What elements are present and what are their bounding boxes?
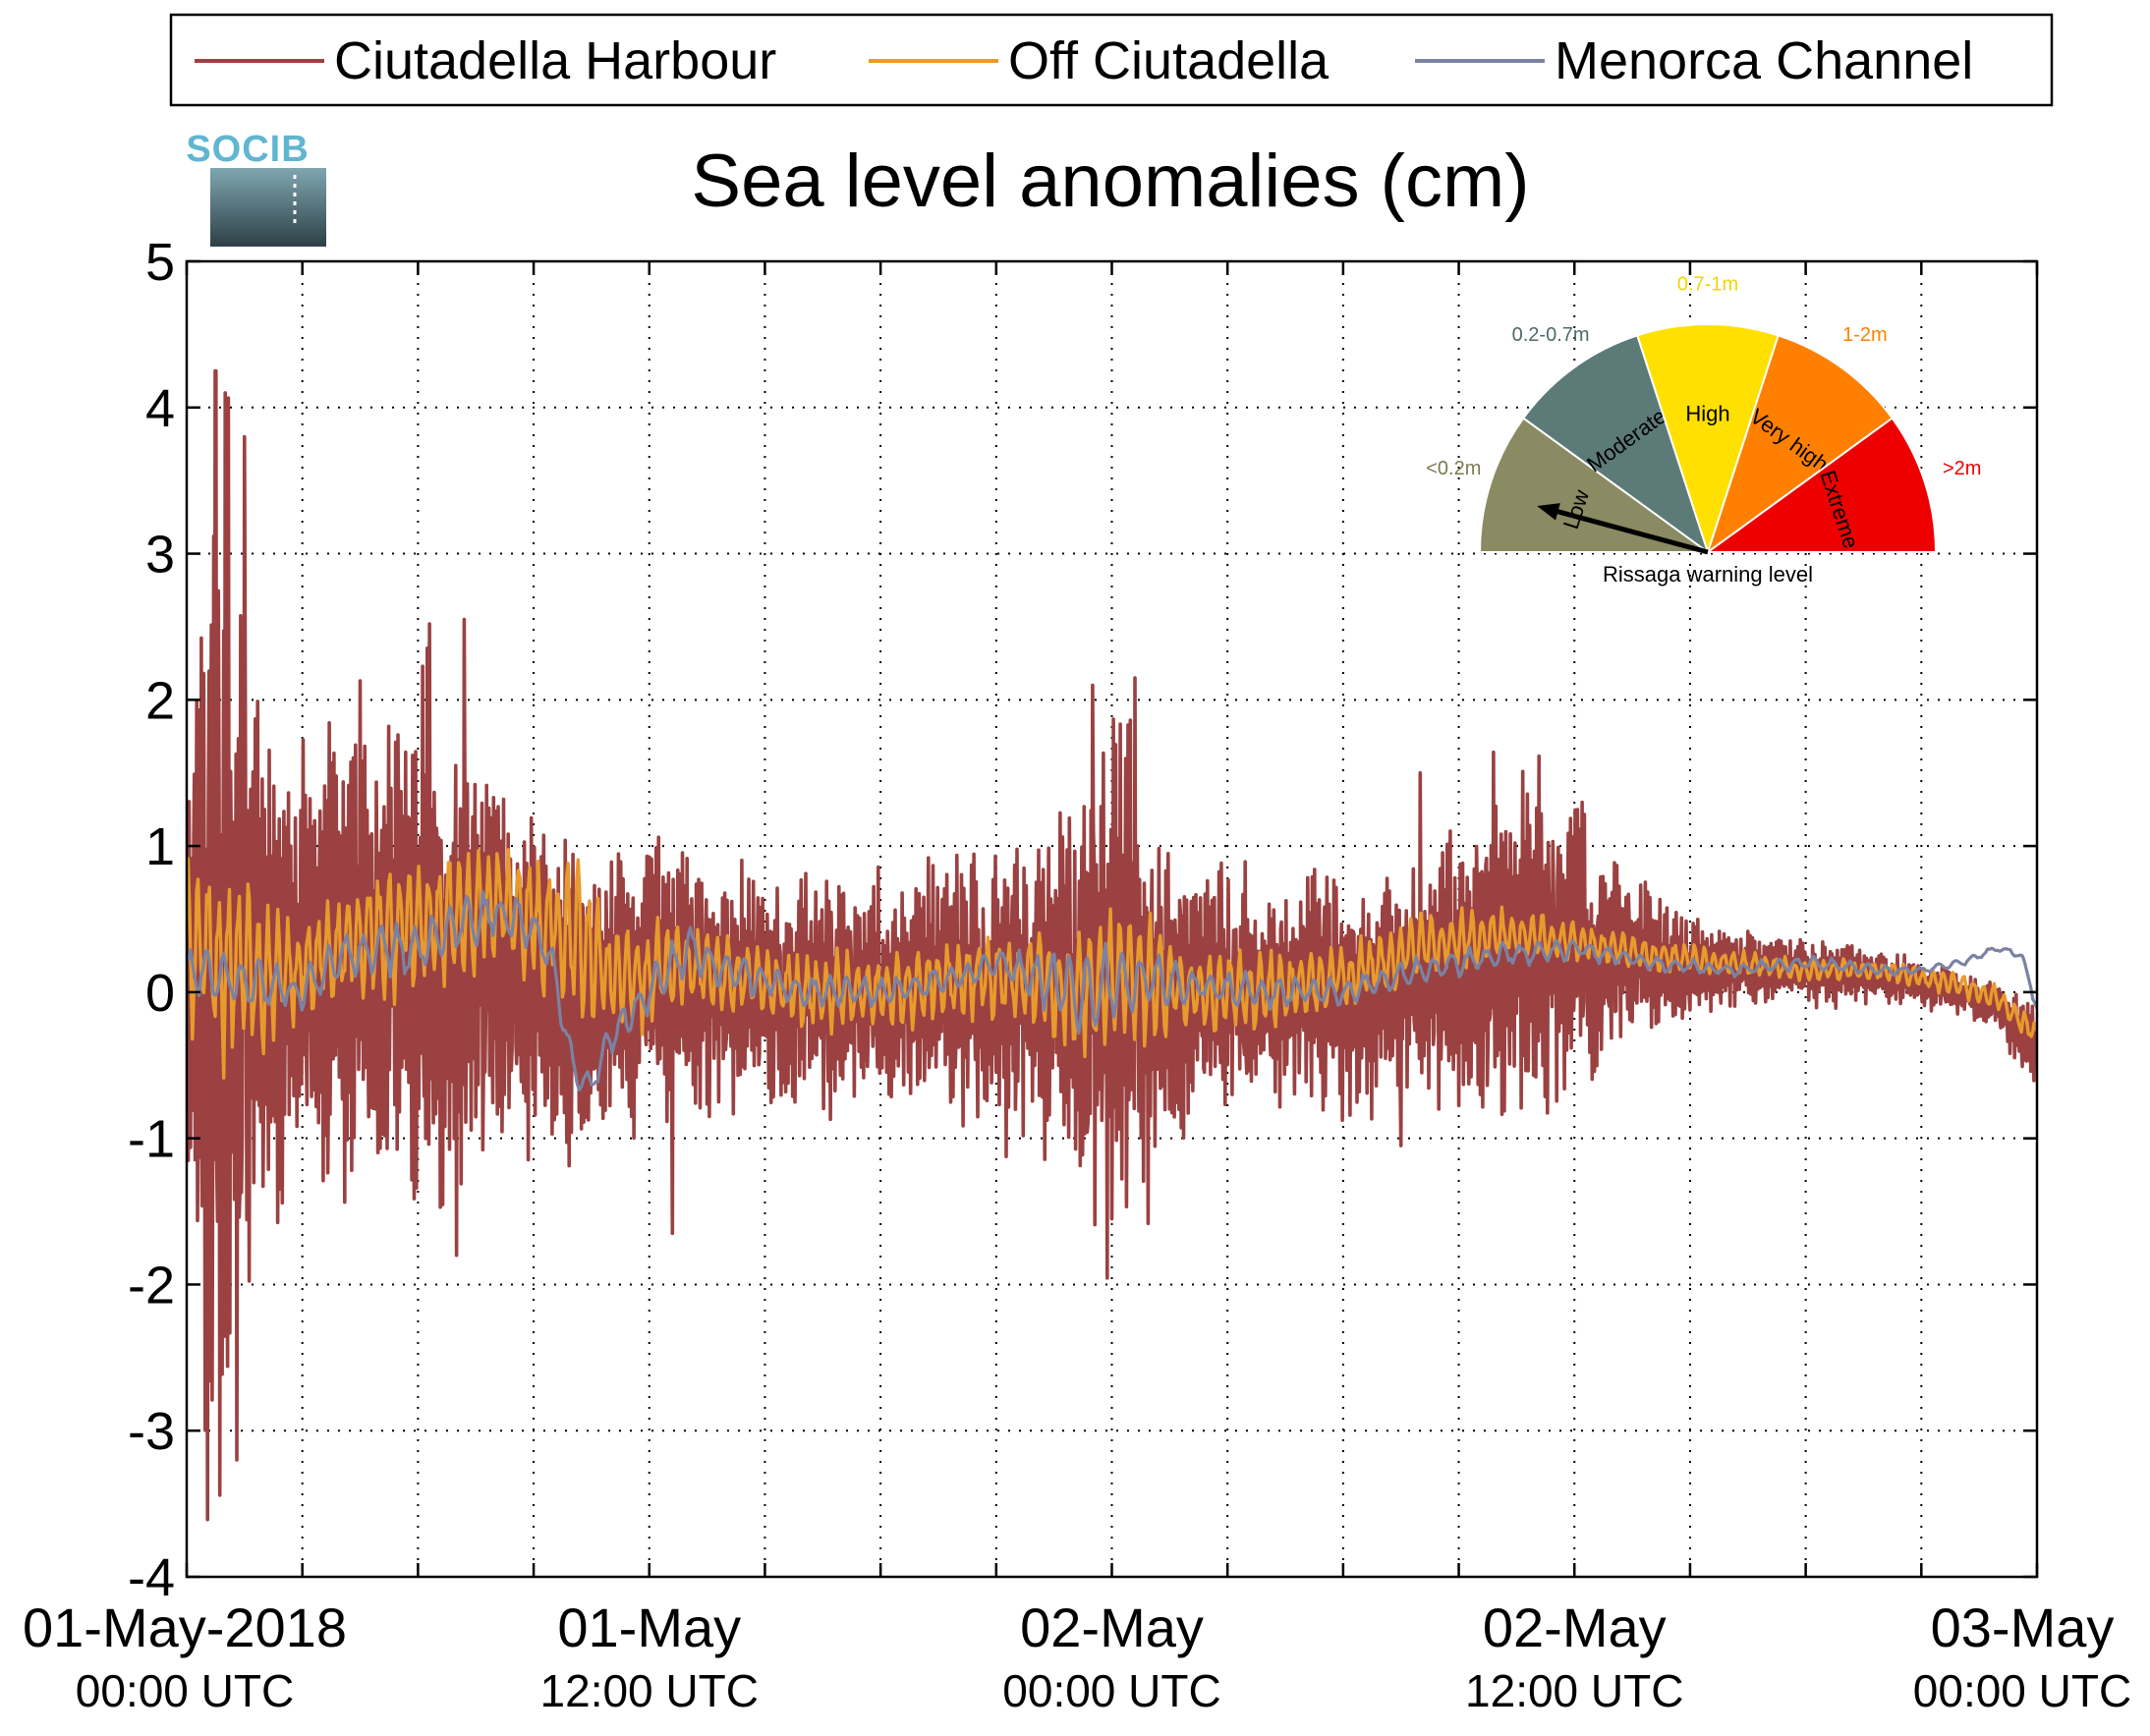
x-tick-label-time: 12:00 UTC [540,1665,759,1716]
gauge-needle [1542,505,1709,555]
series-layer [187,368,2037,1522]
y-tick-label: -4 [128,1548,175,1607]
x-axis: 01-May-2018 00:00 UTC 01-May 12:00 UTC 02-Ma… [23,1596,2131,1716]
y-tick-label: 4 [145,379,175,438]
gauge-caption: Rissaga warning level [1603,562,1813,587]
x-tick-label-date: 01-May [557,1596,741,1658]
gauge-range-label-low: <0.2m [1426,458,1481,479]
gauge-level-label-high: High [1685,402,1729,426]
logo-block [210,168,326,247]
y-tick-label: 3 [145,526,175,585]
legend: Ciutadella Harbour Off Ciutadella Menorc… [169,13,2054,107]
x-tick-label-date: 01-May-2018 [23,1596,347,1658]
x-tick-label-time: 00:00 UTC [1002,1665,1220,1716]
gauge-needle-head [1537,503,1560,521]
gauge-segment-very-high [1706,334,1895,555]
socib-logo: SOCIB [186,129,326,247]
x-tick-label-time: 00:00 UTC [76,1665,294,1716]
gauge-range-label-extreme: >2m [1943,458,1981,479]
series-line-ciutadella-harbour [187,368,2037,1522]
x-tick-label-date: 03-May [1931,1596,2115,1658]
x-tick-label-date: 02-May [1483,1596,1667,1658]
y-tick-label: -1 [128,1110,175,1169]
legend-label-off-ciutadella: Off Ciutadella [1008,31,1330,90]
gauge-segment-low [1478,417,1712,553]
series-line-menorca-channel [187,889,2037,1092]
legend-box [169,13,2054,107]
logo-text: SOCIB [186,129,309,170]
gauge-segment-high [1636,323,1780,556]
x-tick-label-date: 02-May [1020,1596,1204,1658]
y-tick-label: 1 [145,817,175,876]
legend-label-ciutadella-harbour: Ciutadella Harbour [334,31,776,90]
y-tick-label: -2 [128,1256,175,1315]
gauge-range-label-very-high: 1-2m [1842,324,1888,346]
y-tick-label: -3 [128,1402,175,1461]
y-tick-label: 5 [145,233,175,292]
y-tick-label: 0 [145,964,175,1023]
gauge-range-label-high: 0.7-1m [1677,273,1738,295]
x-tick-label-time: 12:00 UTC [1465,1665,1683,1716]
x-tick-label-time: 00:00 UTC [1913,1665,2131,1716]
gauge-segment-moderate [1521,334,1710,555]
chart-title: Sea level anomalies (cm) [691,140,1529,223]
gauge-segment-extreme [1704,417,1938,553]
y-tick-label: 2 [145,671,175,730]
legend-label-menorca-channel: Menorca Channel [1555,31,1973,90]
gauge-range-label-moderate: 0.2-0.7m [1512,324,1590,346]
y-axis: -4 -3 -2 -1 0 1 2 3 4 5 [128,233,175,1607]
plot-frame [185,259,2039,1579]
